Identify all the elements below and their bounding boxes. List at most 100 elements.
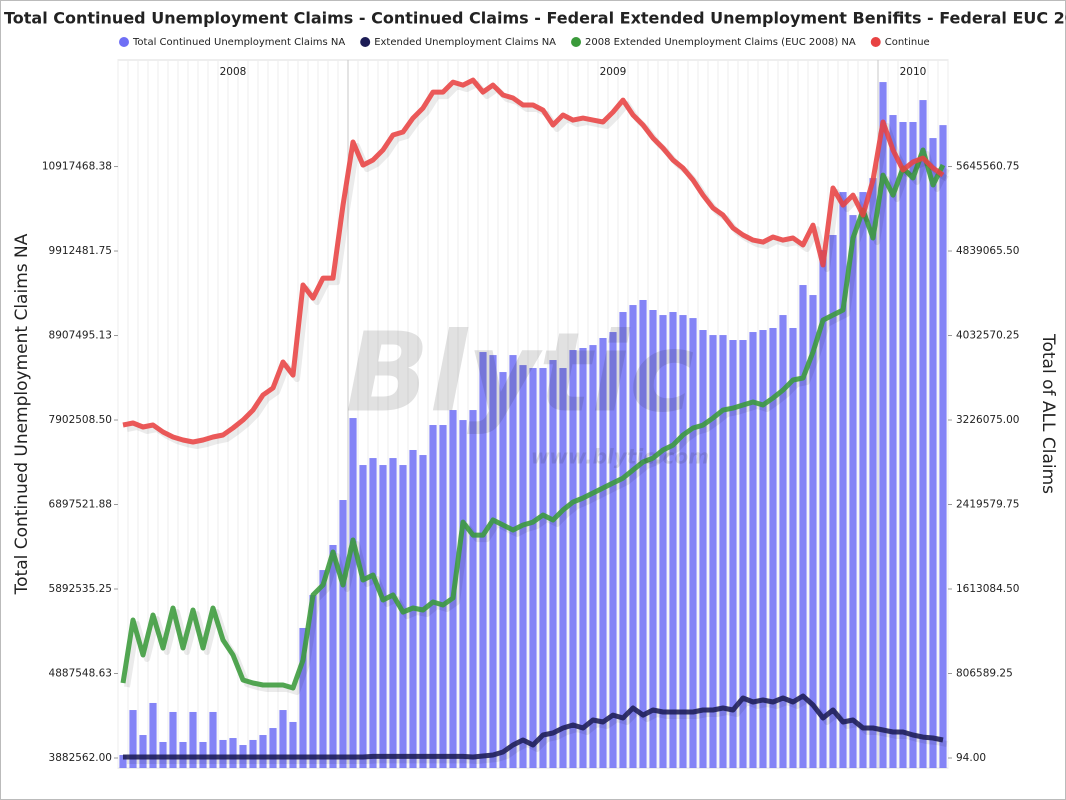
- bar: [649, 310, 657, 768]
- bar: [189, 711, 197, 768]
- bar: [229, 738, 237, 768]
- bar: [599, 338, 607, 768]
- bar: [669, 312, 677, 768]
- bar: [389, 458, 397, 768]
- bar: [269, 728, 277, 768]
- bar: [299, 627, 307, 768]
- bar: [869, 178, 877, 768]
- x-group-label: 2009: [600, 66, 627, 78]
- bar: [489, 355, 497, 768]
- line-shadow: [124, 151, 950, 695]
- y2-tick-label: 5645560.75: [956, 161, 1019, 173]
- y-tick-label: 10917468.38: [42, 161, 112, 173]
- bar: [479, 352, 487, 768]
- y-tick-label: 3882562.00: [49, 752, 112, 764]
- bar: [549, 360, 557, 768]
- watermark-url: www.blytic.com: [531, 445, 709, 469]
- bar: [119, 755, 127, 768]
- bar: [359, 465, 367, 768]
- bar: [439, 425, 447, 768]
- bar: [659, 315, 667, 768]
- bar: [319, 570, 327, 768]
- bar: [129, 710, 137, 768]
- bar: [759, 330, 767, 768]
- legend-swatch: [119, 37, 129, 47]
- bar: [699, 330, 707, 768]
- line: [120, 147, 946, 691]
- legend-swatch: [870, 37, 881, 47]
- bar: [219, 739, 227, 768]
- y2-tick-label: 4032570.25: [956, 330, 1019, 342]
- bar: [279, 710, 287, 768]
- bar: [709, 335, 717, 768]
- bar: [329, 544, 337, 768]
- bar: [729, 340, 737, 768]
- bar: [629, 305, 637, 768]
- bar: [809, 295, 817, 768]
- bar: [749, 332, 757, 768]
- bar: [679, 315, 687, 768]
- legend-label: Total Continued Unemployment Claims NA: [132, 37, 345, 48]
- bar: [829, 235, 837, 768]
- y2-tick-label: 2419579.75: [956, 499, 1019, 511]
- bar: [529, 368, 537, 768]
- bar: [569, 350, 577, 768]
- x-group-label: 2010: [900, 66, 927, 78]
- bar: [309, 595, 317, 768]
- bar: [799, 285, 807, 768]
- bar: [349, 418, 357, 768]
- bar: [459, 420, 467, 768]
- y2-tick-label: 806589.25: [956, 668, 1013, 680]
- bar: [289, 721, 297, 768]
- watermark-logo: Blytic: [346, 308, 695, 436]
- line: [123, 693, 944, 760]
- legend-swatch: [571, 37, 582, 47]
- y-tick-label: 8907495.13: [49, 330, 112, 342]
- y-axis-label: Total Continued Unemployment Claims NA: [12, 233, 32, 595]
- bar: [209, 711, 217, 768]
- bar: [619, 312, 627, 768]
- legend: Total Continued Unemployment Claims NA Ex…: [119, 37, 930, 48]
- y2-tick-label: 1613084.50: [956, 583, 1019, 595]
- bar: [879, 82, 887, 768]
- bar: [769, 327, 777, 768]
- bar: [589, 345, 597, 768]
- legend-label: 2008 Extended Unemployment Claims (EUC 2…: [585, 37, 856, 48]
- watermark: Blytic www.blytic.com: [346, 308, 710, 468]
- x-group-label: 2008: [220, 66, 247, 78]
- bar: [909, 122, 917, 768]
- bar: [249, 739, 257, 768]
- y-tick-label: 6897521.88: [49, 499, 112, 511]
- y-tick-label: 9912481.75: [49, 245, 112, 257]
- bar: [779, 315, 787, 768]
- bar: [559, 368, 567, 768]
- bar: [689, 318, 697, 768]
- y2-tick-label: 3226075.00: [956, 414, 1019, 426]
- y-tick-label: 5892535.25: [49, 583, 112, 595]
- bar: [929, 138, 937, 769]
- y-tick-label: 7902508.50: [49, 414, 112, 426]
- bar: [259, 735, 267, 768]
- bar: [939, 125, 947, 768]
- y-tick-label: 4887548.63: [49, 668, 112, 680]
- bar: [379, 465, 387, 768]
- legend-swatch: [360, 37, 371, 47]
- bar: [369, 458, 377, 768]
- bar: [499, 372, 507, 768]
- y2-tick-label: 94.00: [956, 752, 986, 764]
- chart-title: Total Continued Unemployment Claims - Co…: [4, 9, 1066, 28]
- bar: [839, 192, 847, 769]
- bar: [899, 122, 907, 768]
- bar: [719, 335, 727, 768]
- y2-tick-label: 4839065.50: [956, 245, 1019, 257]
- bar: [579, 348, 587, 768]
- bar: [139, 735, 147, 768]
- y2-axis-label: Total of ALL Claims: [1038, 333, 1058, 494]
- bar: [789, 327, 797, 768]
- bar: [539, 368, 547, 768]
- bar: [519, 365, 527, 768]
- bar: [429, 425, 437, 768]
- bar: [149, 702, 157, 768]
- bar: [469, 410, 477, 768]
